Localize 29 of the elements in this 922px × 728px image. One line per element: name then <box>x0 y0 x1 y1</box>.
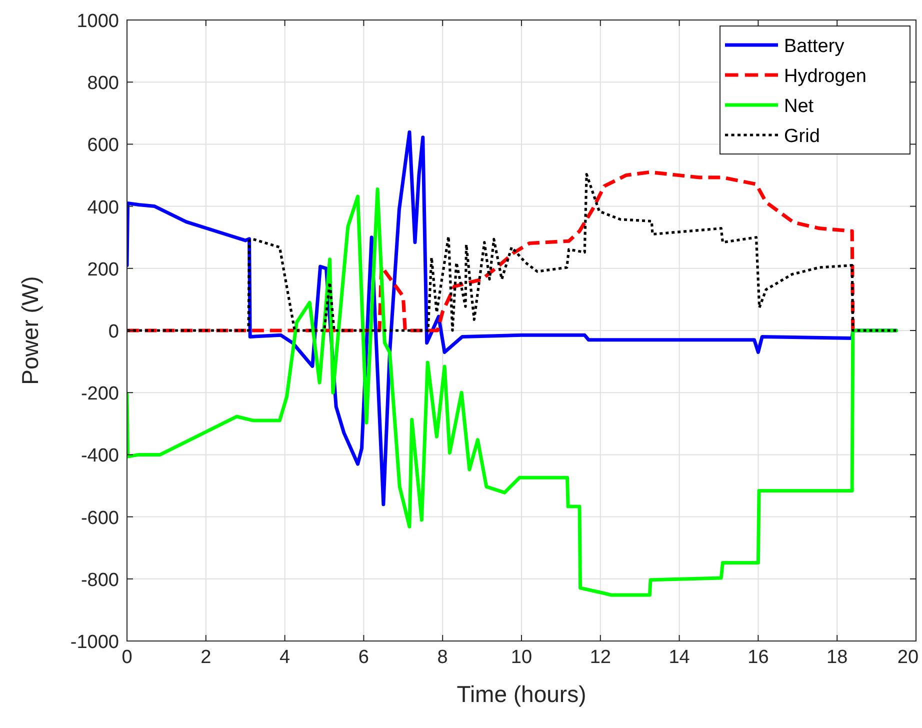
y-tick-label: 800 <box>87 73 119 94</box>
y-tick-label: -200 <box>80 384 119 405</box>
x-tick-label: 20 <box>897 647 919 668</box>
x-tick-label: 14 <box>668 647 690 668</box>
x-tick-label: 18 <box>826 647 848 668</box>
y-tick-label: 0 <box>108 322 119 342</box>
y-tick-label: 1000 <box>76 11 119 32</box>
legend-label: Net <box>784 96 814 117</box>
x-tick-label: 6 <box>358 647 369 668</box>
legend-label: Grid <box>784 126 820 147</box>
y-tick-label: -800 <box>80 570 119 591</box>
y-axis-title: Power (W) <box>17 276 43 385</box>
y-tick-label: -1000 <box>70 632 119 653</box>
y-tick-label: 200 <box>87 259 119 280</box>
x-tick-label: 16 <box>748 647 769 668</box>
y-tick-label: 600 <box>87 135 119 156</box>
y-tick-label: 400 <box>87 197 119 218</box>
y-tick-label: -600 <box>80 508 119 529</box>
legend-label: Hydrogen <box>784 66 866 87</box>
x-tick-label: 12 <box>590 647 611 668</box>
x-tick-label: 10 <box>510 647 532 668</box>
x-axis-title: Time (hours) <box>456 681 586 707</box>
line-series <box>127 187 898 597</box>
x-tick-label: 0 <box>122 647 132 668</box>
x-tick-label: 8 <box>437 647 448 668</box>
x-tick-label: 4 <box>280 647 291 668</box>
y-tick-label: -400 <box>80 446 119 467</box>
x-tick-label: 2 <box>200 647 212 668</box>
legend-label: Battery <box>784 36 845 57</box>
